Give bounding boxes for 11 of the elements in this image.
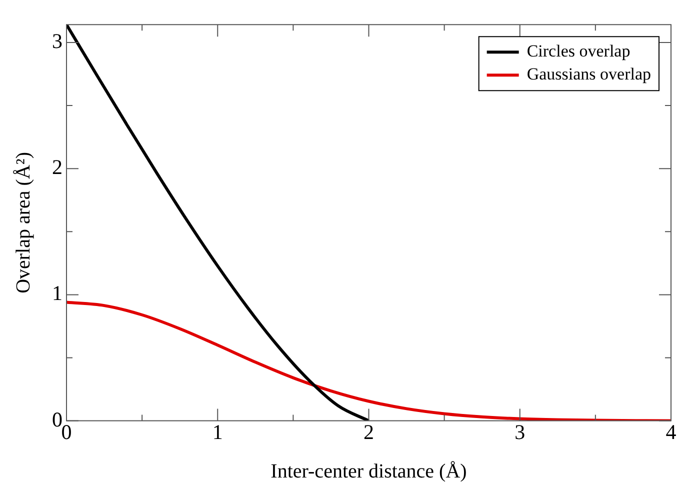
y-tick-label: 1 (52, 281, 62, 306)
y-axis-title: Overlap area (Å²) (12, 152, 34, 294)
y-tick-label: 3 (52, 29, 62, 54)
y-tick-label: 2 (52, 155, 62, 180)
x-tick-label: 3 (514, 420, 526, 444)
legend-label: Circles overlap (526, 42, 630, 61)
x-axis-title: Inter-center distance (Å) (270, 460, 467, 482)
legend-label: Gaussians overlap (526, 64, 652, 84)
x-tick-label: 1 (212, 420, 223, 444)
x-tick-label: 4 (666, 420, 677, 444)
x-tick-label: 2 (364, 420, 374, 444)
